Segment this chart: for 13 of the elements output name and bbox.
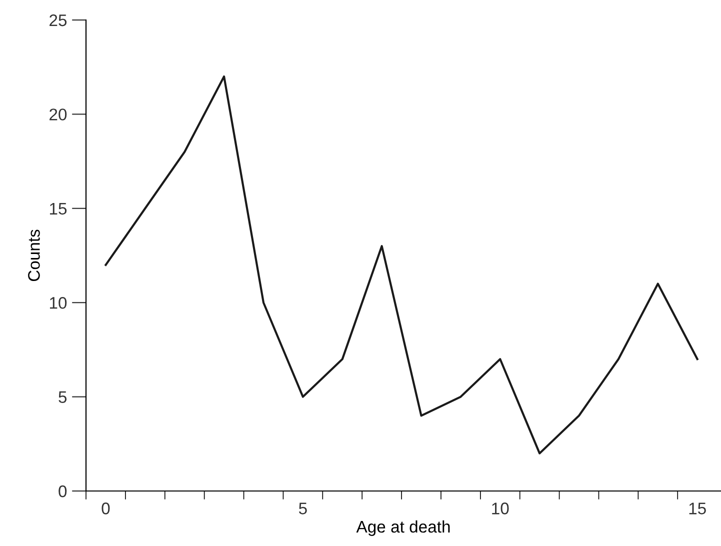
y-tick-label: 5: [58, 391, 67, 404]
x-tick-label: 5: [298, 502, 307, 514]
x-tick-label: 15: [689, 502, 706, 514]
y-tick-label: 0: [58, 485, 67, 498]
y-tick-label: 15: [50, 202, 67, 215]
x-tick-label: 10: [492, 502, 509, 514]
x-tick-label: 0: [102, 502, 110, 514]
x-axis-title: Age at death: [356, 520, 450, 536]
y-tick-label: 10: [50, 297, 67, 309]
y-axis-title: Counts: [28, 230, 40, 282]
y-tick-label: 20: [50, 108, 67, 120]
line-series: [104, 75, 698, 454]
y-tick-label: 25: [50, 14, 67, 26]
